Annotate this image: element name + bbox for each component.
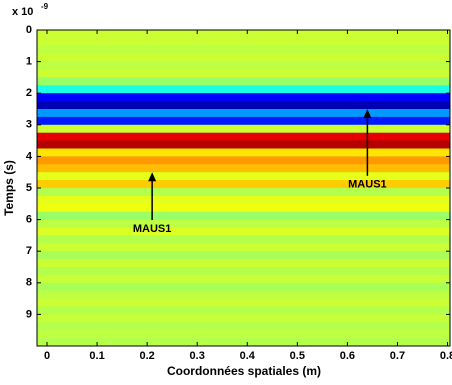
annotation-arrowhead	[363, 109, 372, 118]
y-tick-label: 1	[26, 56, 32, 68]
heatmap-cell	[37, 132, 450, 142]
heatmap-cell	[37, 116, 450, 126]
y-multiplier: x 10	[12, 6, 33, 18]
heatmap-cell	[37, 195, 450, 205]
annotation: MAUS1	[348, 179, 387, 191]
heatmap-cell	[37, 338, 450, 347]
x-tick-label: 0.8	[440, 350, 452, 362]
y-tick-label: 6	[26, 214, 32, 226]
y-tick-label: 8	[26, 277, 32, 289]
heatmap-cell	[37, 140, 450, 149]
heatmap-cell	[37, 124, 450, 134]
y-tick-label: 5	[26, 182, 32, 194]
heatmap-cell	[37, 290, 450, 300]
heatmap-cell	[37, 45, 450, 55]
heatmap-cell	[37, 306, 450, 315]
x-tick-label: 0.7	[390, 350, 405, 362]
x-tick-label: 0.1	[89, 350, 104, 362]
heatmap-cell	[37, 85, 450, 94]
heatmap-cell	[37, 61, 450, 70]
heatmap-cell	[37, 37, 450, 47]
heatmap-cell	[37, 188, 450, 197]
heatmap-cell	[37, 203, 450, 213]
heatmap-cell	[37, 164, 450, 173]
heatmap-cell	[37, 322, 450, 331]
heatmap-cell	[37, 172, 450, 181]
heatmap-cell	[37, 235, 450, 244]
heatmap-cell	[37, 282, 450, 292]
heatmap-cell	[37, 77, 450, 86]
y-axis-label: Temps (s)	[2, 160, 16, 216]
heatmap-cell	[37, 69, 450, 78]
y-tick-label: 7	[26, 245, 32, 257]
x-tick-label: 0.6	[340, 350, 355, 362]
heatmap-cell	[37, 53, 450, 63]
heatmap-cell	[37, 211, 450, 221]
x-tick-label: 0	[44, 350, 50, 362]
heatmap-cell	[37, 227, 450, 236]
heatmap-cell	[37, 267, 450, 276]
heatmap-cell	[37, 274, 450, 284]
y-tick-label: 4	[26, 150, 33, 162]
x-axis-label: Coordonnées spatiales (m)	[167, 364, 321, 378]
heatmap-cell	[37, 156, 450, 165]
y-multiplier-exponent: -9	[41, 2, 49, 11]
heatmap-cell	[37, 298, 450, 307]
heatmap-cell	[37, 219, 450, 228]
heatmap-cell	[37, 251, 450, 260]
heatmap-cell	[37, 93, 450, 102]
heatmap-cell	[37, 30, 450, 39]
x-tick-label: 0.4	[240, 350, 256, 362]
x-tick-label: 0.3	[190, 350, 205, 362]
annotation: MAUS1	[133, 223, 172, 235]
y-tick-label: 3	[26, 119, 32, 131]
annotation-arrowhead	[148, 172, 157, 182]
y-tick-label: 0	[26, 24, 32, 36]
x-tick-label: 0.2	[139, 350, 154, 362]
heatmap-cell	[37, 330, 450, 339]
heatmap-cell	[37, 109, 450, 118]
heatmap-cell	[37, 101, 450, 110]
y-tick-label: 2	[26, 87, 32, 99]
x-tick-label: 0.5	[290, 350, 305, 362]
y-tick-label: 9	[26, 308, 32, 320]
heatmap-cell	[37, 259, 450, 268]
heatmap-cell	[37, 180, 450, 189]
heatmap-cell	[37, 148, 450, 157]
heatmap-cell	[37, 243, 450, 252]
heatmap-cell	[37, 314, 450, 323]
